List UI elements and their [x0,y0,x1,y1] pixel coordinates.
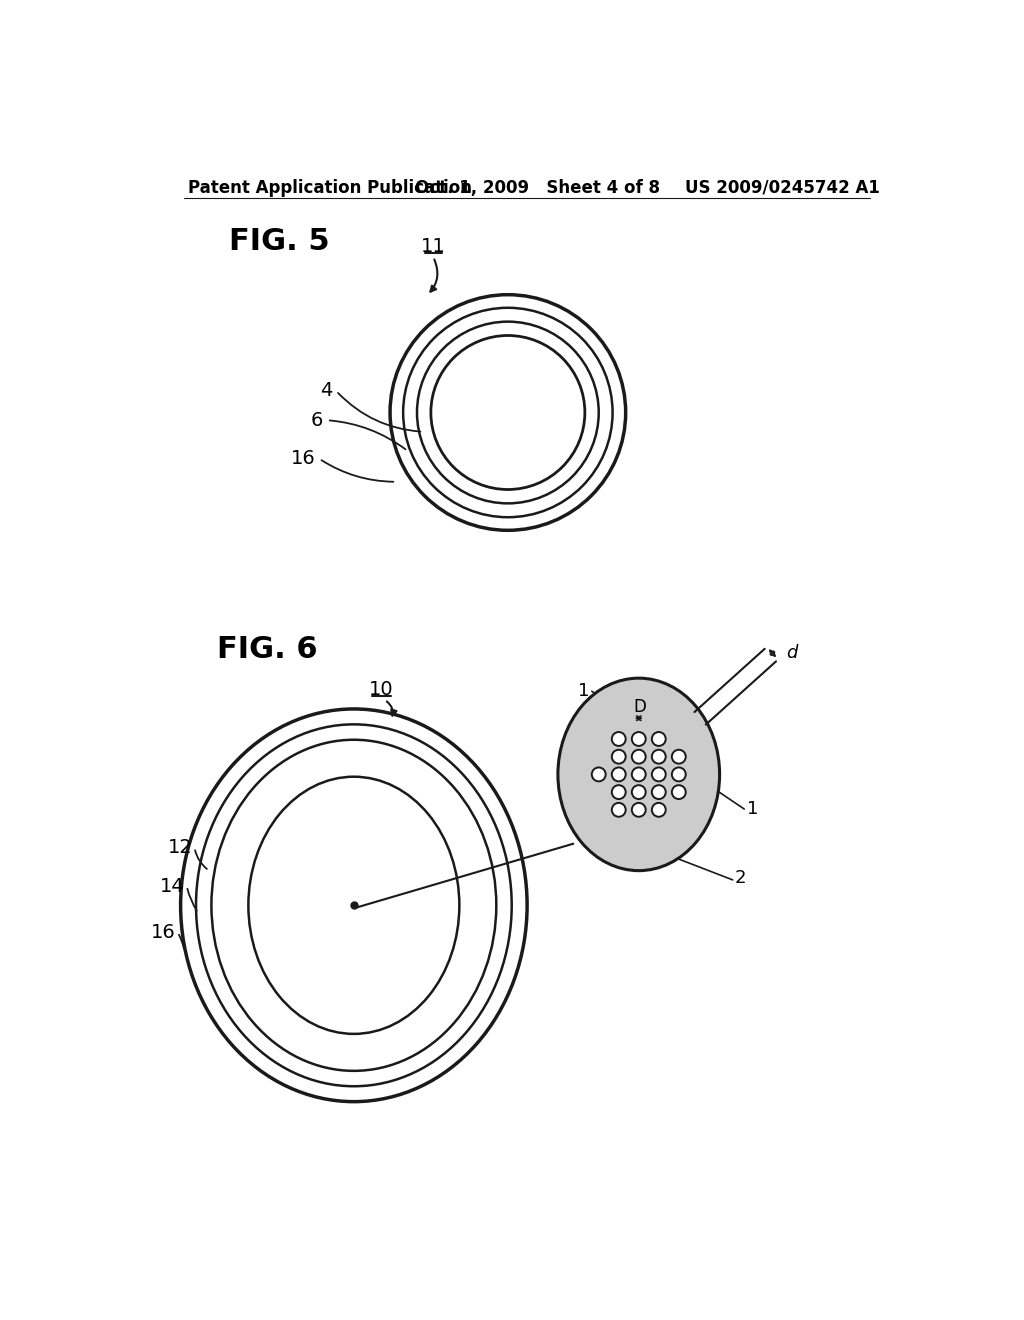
Text: D: D [633,698,646,717]
Text: 1: 1 [746,800,758,818]
Ellipse shape [672,767,686,781]
Text: 2: 2 [735,870,746,887]
Ellipse shape [652,767,666,781]
Ellipse shape [611,803,626,817]
Ellipse shape [672,785,686,799]
Ellipse shape [632,733,646,746]
Text: 4: 4 [319,381,333,400]
Ellipse shape [611,767,626,781]
Text: d: d [786,644,798,663]
Text: 16: 16 [291,449,315,469]
Text: US 2009/0245742 A1: US 2009/0245742 A1 [685,178,880,197]
Text: 6: 6 [310,411,323,430]
Ellipse shape [632,750,646,763]
Ellipse shape [652,785,666,799]
Ellipse shape [672,750,686,763]
Text: FIG. 6: FIG. 6 [217,635,317,664]
Text: 1: 1 [579,682,590,700]
Text: Patent Application Publication: Patent Application Publication [188,178,472,197]
Ellipse shape [611,785,626,799]
Text: 16: 16 [151,923,175,941]
Ellipse shape [632,803,646,817]
Ellipse shape [592,767,605,781]
Text: 11: 11 [421,238,445,256]
Ellipse shape [652,803,666,817]
Ellipse shape [558,678,720,871]
Text: 14: 14 [160,876,184,895]
Text: 10: 10 [369,680,393,700]
Text: FIG. 5: FIG. 5 [229,227,330,256]
Ellipse shape [611,733,626,746]
Ellipse shape [611,750,626,763]
Text: Oct. 1, 2009   Sheet 4 of 8: Oct. 1, 2009 Sheet 4 of 8 [416,178,660,197]
Ellipse shape [652,750,666,763]
Text: 12: 12 [167,838,193,857]
Ellipse shape [632,785,646,799]
Ellipse shape [652,733,666,746]
Ellipse shape [632,767,646,781]
